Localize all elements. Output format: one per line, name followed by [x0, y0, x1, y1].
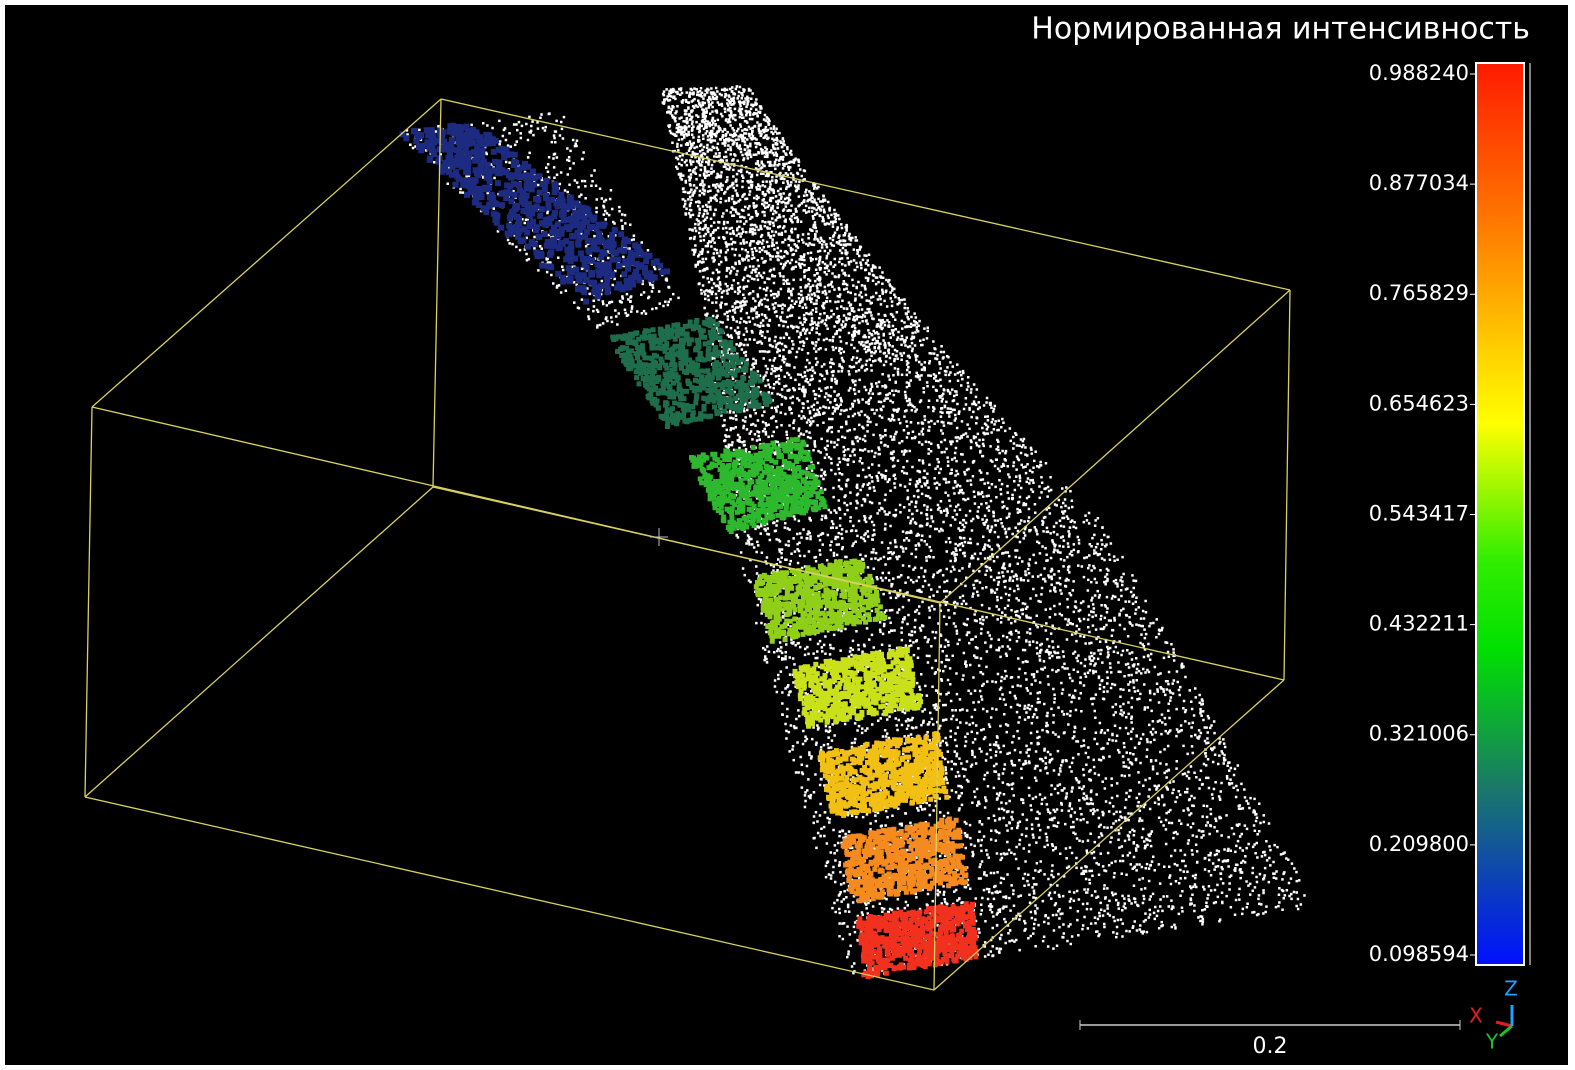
point-patch	[856, 901, 979, 980]
bounding-box-edge	[939, 289, 1291, 604]
point-patch	[817, 731, 950, 818]
bounding-box-edge	[432, 486, 1285, 681]
colorbar-label: 0.321006	[1369, 722, 1469, 746]
colorbar-label: 0.209800	[1369, 832, 1469, 856]
bounding-box-edge	[84, 406, 93, 798]
colorbar-label: 0.765829	[1369, 281, 1469, 305]
point-patch	[753, 558, 888, 644]
x-axis	[1495, 1020, 1513, 1028]
bounding-box-edge	[91, 98, 442, 408]
y-axis-label: Y	[1485, 1030, 1499, 1054]
point-patch	[610, 316, 773, 429]
colorbar-labels: 0.988240 0.877034 0.765829 0.654623 0.543417…	[1369, 61, 1476, 966]
bounding-box-edge	[440, 98, 1291, 291]
bounding-box-edge	[1283, 289, 1291, 681]
colorbar-title: Нормированная интенсивность	[1031, 12, 1530, 47]
point-patch	[399, 122, 671, 305]
point-patch	[792, 646, 924, 729]
colorbar-label: 0.877034	[1369, 171, 1469, 195]
point-patch	[689, 436, 828, 534]
point-cloud	[405, 85, 1306, 979]
colorbar	[1475, 62, 1525, 966]
scene	[84, 85, 1306, 991]
bounding-box-edge	[933, 602, 941, 991]
bounding-box-edge	[432, 98, 442, 488]
x-axis-label: X	[1469, 1004, 1483, 1028]
y-axis	[1499, 1024, 1513, 1038]
bounding-box-edge	[84, 486, 434, 798]
colorbar-label: 0.543417	[1369, 502, 1469, 526]
colorbar-label: 0.432211	[1369, 612, 1469, 636]
colorbar-label: 0.988240	[1369, 61, 1469, 85]
colorbar-label: 0.098594	[1369, 942, 1469, 966]
bounding-box-edge	[84, 796, 935, 991]
colorbar-label: 0.654623	[1369, 391, 1469, 415]
pivot-cross	[650, 528, 668, 546]
z-axis-label: Z	[1504, 977, 1518, 1001]
bounding-box-edge	[933, 679, 1285, 991]
scale-label: 0.2	[1253, 1034, 1288, 1059]
